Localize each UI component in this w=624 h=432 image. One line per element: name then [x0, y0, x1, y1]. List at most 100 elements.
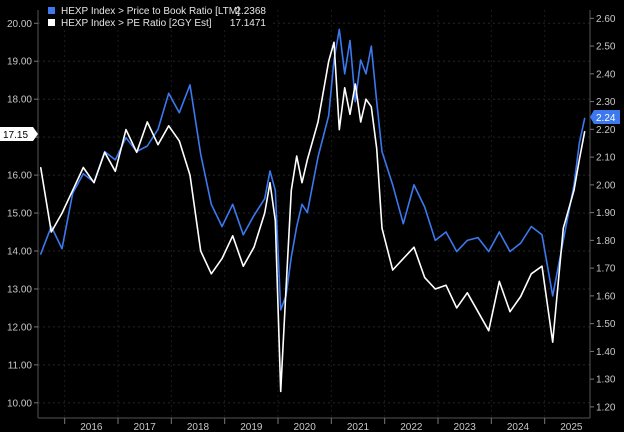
right-tag-shape — [590, 110, 620, 124]
data-point-pe-48 — [456, 307, 458, 309]
data-point-pe-53 — [509, 311, 511, 313]
data-point-pb-19 — [242, 234, 244, 236]
series-line-pe-ratio — [39, 41, 586, 393]
data-point-pe-8 — [125, 129, 127, 131]
data-point-pe-46 — [434, 288, 436, 290]
right-tick-label-6: 1.80 — [596, 236, 616, 247]
data-point-pe-41 — [381, 227, 383, 229]
legend-swatch-pe-ratio — [48, 19, 55, 26]
left-tick-label-4: 14.00 — [7, 247, 32, 258]
data-point-pb-4 — [82, 173, 84, 175]
x-tick-label-1: 2017 — [134, 422, 157, 432]
data-point-pb-31 — [328, 114, 330, 117]
left-tick-label-1: 11.00 — [8, 360, 33, 371]
data-point-pb-41 — [381, 151, 383, 153]
data-point-pb-51 — [488, 250, 490, 253]
data-point-pb-26 — [290, 256, 292, 258]
data-point-pe-3 — [72, 189, 74, 191]
data-point-pe-23 — [274, 220, 276, 222]
left-tick-label-9: 19.00 — [7, 57, 32, 68]
data-point-pe-37 — [360, 121, 362, 123]
data-point-pe-26 — [290, 189, 292, 191]
data-point-pb-30 — [317, 156, 319, 158]
series-line-price-to-book — [39, 28, 586, 311]
data-point-pe-52 — [498, 280, 500, 282]
data-point-pe-35 — [349, 113, 351, 115]
right-tick-label-9: 2.10 — [596, 153, 616, 164]
data-point-pe-17 — [221, 258, 223, 260]
data-point-pe-10 — [146, 121, 148, 123]
data-point-pb-46 — [434, 239, 436, 241]
data-point-pb-58 — [562, 239, 564, 241]
data-point-pe-25 — [285, 288, 287, 290]
data-point-pb-43 — [402, 223, 404, 225]
right-tick-label-13: 2.50 — [596, 42, 616, 53]
data-point-pe-28 — [301, 182, 303, 184]
data-point-pe-43 — [402, 258, 404, 260]
data-point-pe-13 — [178, 140, 180, 142]
data-point-pe-27 — [296, 155, 298, 157]
data-point-pe-39 — [370, 106, 372, 108]
data-point-pb-15 — [200, 153, 202, 155]
right-tick-label-5: 1.70 — [596, 264, 616, 275]
data-point-pe-11 — [157, 144, 159, 146]
right-tick-label-12: 2.40 — [596, 69, 616, 80]
x-tick-label-2: 2018 — [187, 422, 210, 432]
right-tick-label-3: 1.50 — [596, 319, 616, 330]
data-point-pe-38 — [365, 98, 367, 100]
data-point-pe-30 — [317, 121, 319, 123]
x-tick-label-7: 2023 — [454, 422, 477, 432]
data-point-pb-12 — [168, 92, 170, 94]
legend-label-pe-ratio: HEXP Index > PE Ratio [2GY Est] — [61, 18, 212, 29]
x-tick-label-8: 2024 — [507, 422, 530, 432]
data-point-pb-55 — [530, 225, 532, 228]
data-point-pb-8 — [125, 137, 127, 139]
left-tick-label-10: 20.00 — [7, 19, 32, 30]
right-tick-label-1: 1.30 — [596, 375, 616, 386]
data-point-pb-24 — [280, 309, 282, 311]
data-point-pb-34 — [344, 73, 346, 75]
right-axis-ticks: 1.20 1.30 1.40 1.50 1.60 1.70 1.80 1.90 2.00 2.10… — [590, 14, 616, 413]
data-point-pb-40 — [376, 101, 378, 103]
data-point-pe-57 — [552, 341, 554, 343]
right-tick-label-7: 1.90 — [596, 208, 616, 219]
data-point-pb-7 — [114, 159, 116, 161]
data-point-pb-35 — [349, 39, 351, 42]
data-point-pb-57 — [552, 295, 554, 297]
data-point-pe-2 — [61, 212, 63, 214]
data-point-pe-1 — [50, 231, 52, 233]
legend-value-pe-ratio: 17.1471 — [230, 18, 267, 29]
data-point-pe-49 — [466, 292, 468, 294]
left-tick-label-0: 10.00 — [7, 398, 32, 409]
data-point-pb-18 — [232, 203, 234, 205]
data-point-pe-14 — [189, 174, 191, 176]
data-point-pe-18 — [232, 235, 234, 237]
data-point-pb-54 — [520, 242, 522, 244]
data-point-pe-36 — [354, 83, 356, 85]
x-tick-label-4: 2020 — [294, 422, 317, 432]
data-point-pe-22 — [269, 182, 271, 184]
data-point-pe-42 — [392, 269, 394, 271]
data-point-pe-60 — [578, 159, 580, 161]
data-point-pe-58 — [562, 227, 564, 229]
series-layer — [39, 28, 586, 393]
data-point-pe-21 — [264, 212, 266, 214]
data-point-pe-19 — [242, 265, 244, 267]
data-point-pb-17 — [221, 225, 223, 228]
data-point-pe-9 — [136, 151, 138, 153]
legend-background — [40, 3, 272, 30]
data-point-pb-23 — [274, 189, 276, 191]
data-point-pe-44 — [413, 246, 415, 248]
data-point-pe-61 — [584, 130, 586, 133]
right-tick-label-4: 1.60 — [596, 291, 616, 302]
data-point-pe-33 — [338, 129, 340, 131]
data-point-pb-56 — [541, 234, 543, 236]
data-point-pe-24 — [280, 390, 282, 392]
data-point-pe-51 — [488, 330, 490, 332]
data-point-pb-11 — [157, 128, 159, 130]
data-point-pb-48 — [456, 250, 458, 253]
data-point-pe-32 — [333, 41, 335, 43]
data-point-pe-55 — [530, 273, 532, 275]
